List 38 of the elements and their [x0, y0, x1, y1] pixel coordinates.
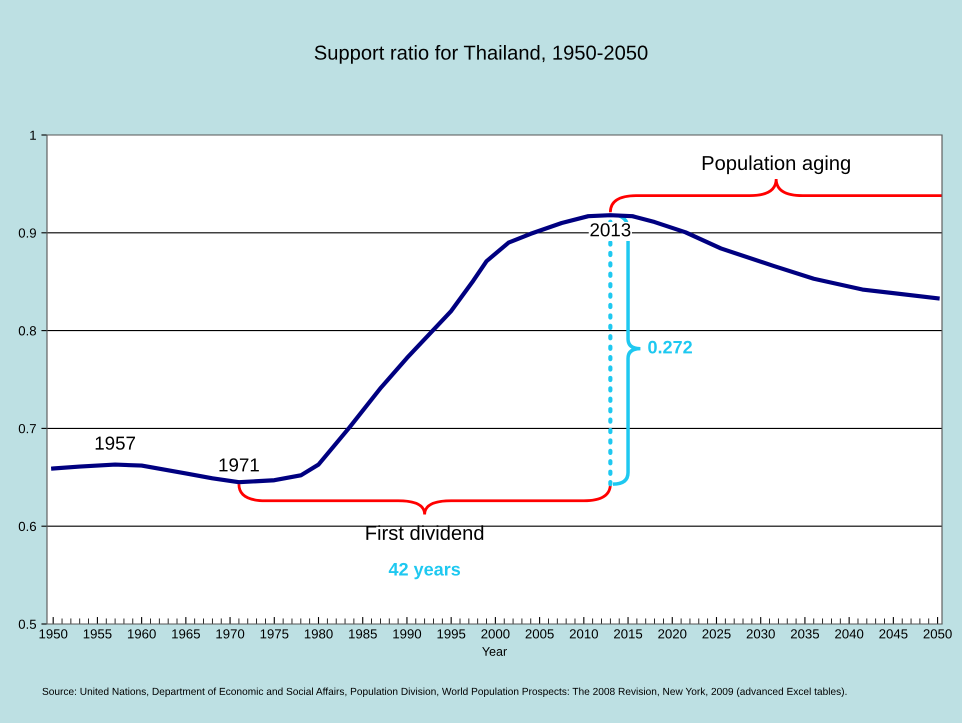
x-tick-label: 2035: [790, 629, 820, 639]
x-tick-label: 2020: [658, 629, 686, 639]
annotation: 42 years: [388, 562, 460, 580]
y-tick-label: 0.5: [18, 620, 36, 629]
y-tick-label: 0.7: [18, 424, 36, 434]
x-tick-label: 1970: [216, 629, 244, 639]
x-tick-label: 2015: [614, 629, 642, 639]
x-tick-label: 2040: [835, 629, 864, 639]
annotation: 1971: [219, 458, 259, 472]
x-axis-title: Year: [482, 647, 507, 656]
annotation: First dividend: [366, 525, 484, 540]
source-note: Source: United Nations, Department of Economic and Social Affairs, Population Division, World Population Prospects: The 2008 Revision, New York, 2009 (advanced Excel tables).: [42, 688, 846, 697]
x-tick-label: 2025: [702, 629, 731, 639]
x-tick-label: 1950: [40, 629, 68, 639]
x-tick-label: 1960: [128, 629, 156, 639]
x-tick-label: 1955: [84, 629, 112, 639]
x-tick-label: 1980: [304, 629, 333, 639]
x-tick-label: 1965: [172, 629, 200, 639]
annotation: 1957: [96, 436, 136, 450]
x-tick-label: 2050: [924, 629, 952, 639]
y-tick-label: 0.6: [18, 522, 36, 532]
x-tick-label: 2005: [526, 629, 554, 639]
annotation: Population aging: [702, 155, 850, 174]
x-tick-label: 1985: [349, 629, 377, 639]
annotation: 0.272: [648, 340, 692, 354]
x-tick-label: 2010: [570, 629, 598, 639]
y-tick-label: 0.9: [18, 228, 36, 238]
chart-title: Support ratio for Thailand, 1950-2050: [314, 45, 648, 64]
y-tick-label: 0.8: [18, 326, 36, 336]
line-series: [51, 213, 940, 484]
y-tick-label: 1: [30, 130, 36, 140]
x-tick-label: 1990: [393, 629, 422, 639]
x-tick-label: 2030: [746, 629, 775, 639]
x-tick-label: 1995: [437, 629, 466, 639]
annotation: 2013: [590, 223, 630, 236]
x-tick-label: 2000: [481, 629, 510, 639]
x-tick-label: 1975: [260, 629, 288, 639]
x-tick-label: 2045: [879, 629, 908, 639]
